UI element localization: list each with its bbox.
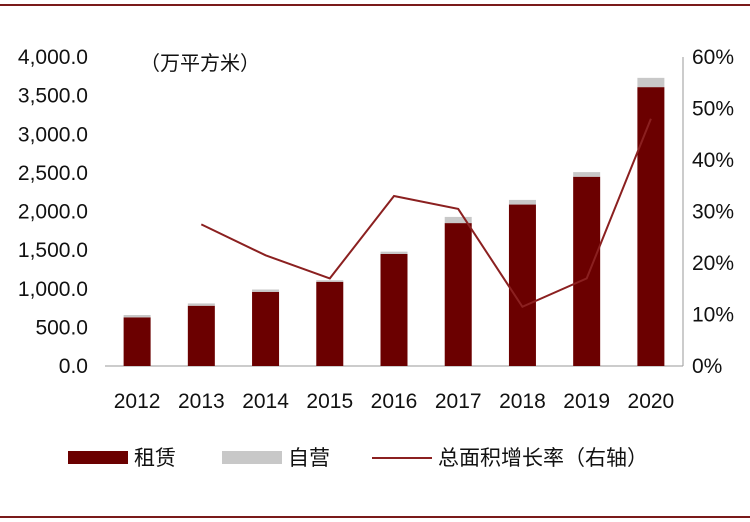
y-right-tick-label: 10% [692,304,734,327]
legend-label-rental: 租赁 [134,446,176,470]
y-left-tick-label: 1,000.0 [18,278,88,301]
y-left-tick-label: 0.0 [59,355,88,378]
x-tick-label: 2014 [242,390,289,413]
x-tick-label: 2015 [306,390,353,413]
y-right-tick-label: 30% [692,201,734,224]
bars [123,77,665,366]
y-right-tick-label: 20% [692,252,734,275]
bottom-border [0,516,750,518]
y-left-axis: 0.0 500.0 1,000.0 1,500.0 2,000.0 2,500.0 3,00… [18,46,88,378]
bar-rental [508,204,536,366]
y-left-tick-label: 3,000.0 [18,123,88,146]
x-tick-label: 2017 [435,390,482,413]
bar-rental [123,317,151,366]
y-right-tick-label: 40% [692,149,734,172]
top-border [0,4,750,6]
legend: 租赁 自营 总面积增长率（右轴） [68,446,648,470]
y-right-tick-label: 60% [692,46,734,69]
bar-self-operated [187,303,215,306]
bar-rental [444,223,472,366]
bar-rental [316,281,344,366]
y-left-tick-label: 4,000.0 [18,46,88,69]
x-tick-label: 2012 [114,390,161,413]
bar-self-operated [444,216,472,224]
bar-rental [252,291,280,366]
x-tick-label: 2020 [628,390,675,413]
bar-rental [573,176,601,366]
y-left-tick-label: 2,000.0 [18,201,88,224]
y-right-tick-label: 50% [692,98,734,121]
x-tick-label: 2013 [178,390,225,413]
legend-swatch-self-operated [222,451,282,464]
x-tick-label: 2019 [563,390,610,413]
unit-label: （万平方米） [140,51,260,75]
bar-self-operated [380,251,408,254]
growth-rate-line [200,118,652,309]
y-left-tick-label: 1,500.0 [18,239,88,262]
bar-rental [187,305,215,366]
bar-self-operated [637,77,665,88]
bar-self-operated [573,172,601,177]
y-left-tick-label: 2,500.0 [18,162,88,185]
y-left-tick-label: 3,500.0 [18,85,88,108]
bar-self-operated [123,315,151,318]
x-tick-label: 2018 [499,390,546,413]
bar-self-operated [252,289,280,292]
legend-label-self-operated: 自营 [288,446,330,470]
y-right-axis: 0% 10% 20% 30% 40% 50% 60% [692,46,734,378]
legend-swatch-rental [68,451,128,464]
x-tick-label: 2016 [371,390,418,413]
bar-rental [380,253,408,366]
y-left-tick-label: 500.0 [35,316,88,339]
y-right-tick-label: 0% [692,355,722,378]
x-axis: 2012 2013 2014 2015 2016 2017 2018 2019 2020 [114,390,674,413]
bar-rental [637,87,665,366]
bar-self-operated [508,199,536,205]
bar-self-operated [316,280,344,282]
legend-label-growth-rate: 总面积增长率（右轴） [438,446,648,470]
